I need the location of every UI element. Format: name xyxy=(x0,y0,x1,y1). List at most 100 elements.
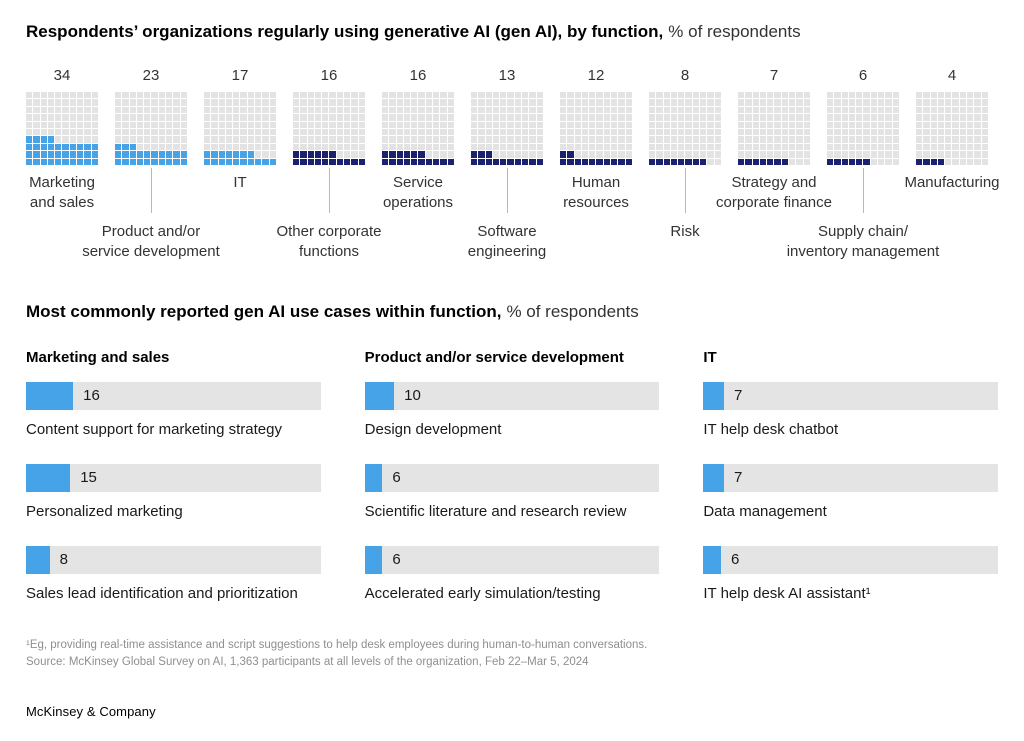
waffle-cell xyxy=(33,99,40,106)
waffle-value-label: 23 xyxy=(142,67,160,85)
waffle-cell xyxy=(514,136,522,143)
waffle-cell xyxy=(336,143,344,151)
waffle-cell xyxy=(180,143,187,151)
waffle-grid xyxy=(827,92,899,165)
waffle-cell xyxy=(158,129,166,136)
waffle-cell xyxy=(262,151,269,158)
waffle-cell xyxy=(492,92,500,99)
waffle-cell xyxy=(240,129,247,136)
waffle-cell xyxy=(358,143,365,151)
waffle-cell xyxy=(649,129,656,136)
waffle-cell xyxy=(870,136,878,143)
waffle-cell xyxy=(536,99,543,106)
waffle-cell xyxy=(767,106,774,114)
waffle-cell xyxy=(574,99,581,106)
waffle-cell xyxy=(581,121,589,129)
waffle-cell xyxy=(863,99,870,106)
waffle-cell xyxy=(774,114,781,121)
waffle-cell xyxy=(841,106,848,114)
waffle-cell xyxy=(211,143,218,151)
waffle-cell xyxy=(892,106,899,114)
waffle-cell xyxy=(447,106,454,114)
bar-fill xyxy=(364,545,383,574)
waffle-cell xyxy=(707,121,714,129)
waffle-cell xyxy=(293,99,300,106)
waffle-cell xyxy=(796,121,803,129)
waffle-value-label: 6 xyxy=(858,67,868,85)
waffle-cell xyxy=(211,121,218,129)
waffle-cell xyxy=(581,106,589,114)
waffle-cell xyxy=(752,143,759,151)
waffle-cell xyxy=(514,143,522,151)
waffle-cell xyxy=(952,99,959,106)
waffle-cell xyxy=(233,136,240,143)
waffle-cell xyxy=(336,129,344,136)
waffle-cell xyxy=(589,106,596,114)
waffle-cell xyxy=(151,106,158,114)
waffle-cell xyxy=(714,121,721,129)
waffle-cell xyxy=(581,129,589,136)
waffle-cell xyxy=(173,121,180,129)
waffle-cell xyxy=(567,99,574,106)
waffle-cell xyxy=(863,143,870,151)
waffle-cell xyxy=(351,92,358,99)
waffle-cell xyxy=(180,121,187,129)
waffle-cell xyxy=(514,121,522,129)
waffle-cell xyxy=(767,121,774,129)
waffle-cell xyxy=(781,92,789,99)
waffle-cell xyxy=(507,151,514,158)
waffle-cell xyxy=(62,106,69,114)
waffle-cell xyxy=(596,99,603,106)
waffle-cell xyxy=(173,136,180,143)
waffle-cell xyxy=(269,92,276,99)
waffle-cell xyxy=(945,106,952,114)
waffle-cell xyxy=(834,143,841,151)
waffle-cell xyxy=(225,158,233,165)
waffle-cell xyxy=(952,151,959,158)
waffle-cell xyxy=(700,106,707,114)
waffle-cell xyxy=(581,143,589,151)
waffle-cell xyxy=(574,158,581,165)
waffle-cell xyxy=(329,92,336,99)
waffle-cell xyxy=(240,158,247,165)
waffle-cell xyxy=(759,158,767,165)
waffle-cell xyxy=(433,121,440,129)
waffle-cell xyxy=(930,114,937,121)
waffle-cell xyxy=(848,143,856,151)
waffle-cell xyxy=(774,143,781,151)
waffle-cell xyxy=(589,129,596,136)
waffle-cell xyxy=(166,129,173,136)
waffle-cell xyxy=(382,92,389,99)
waffle-cell xyxy=(40,92,47,99)
waffle-cell xyxy=(870,114,878,121)
waffle-cell xyxy=(803,129,810,136)
waffle-cell xyxy=(151,92,158,99)
waffle-cell xyxy=(158,114,166,121)
waffle-cell xyxy=(166,114,173,121)
waffle-cell xyxy=(774,99,781,106)
waffle-cell xyxy=(158,136,166,143)
waffle-cell xyxy=(560,143,567,151)
waffle-cell xyxy=(225,92,233,99)
waffle-cell xyxy=(336,92,344,99)
waffle-cell xyxy=(180,151,187,158)
waffle-cell xyxy=(418,92,425,99)
waffle-cell xyxy=(589,99,596,106)
waffle-cell xyxy=(692,143,700,151)
waffle-cell xyxy=(678,143,685,151)
waffle-cell xyxy=(781,151,789,158)
waffle-cell xyxy=(536,158,543,165)
waffle-cell xyxy=(129,143,136,151)
waffle-cell xyxy=(255,143,262,151)
waffle-cell xyxy=(433,151,440,158)
waffle-cell xyxy=(322,92,329,99)
waffle-cell xyxy=(47,92,55,99)
waffle-cell xyxy=(663,151,670,158)
waffle-cell xyxy=(151,151,158,158)
waffle-cell xyxy=(418,106,425,114)
waffle-cell xyxy=(240,92,247,99)
waffle-cell xyxy=(574,151,581,158)
waffle-cell xyxy=(952,158,959,165)
waffle-cell xyxy=(262,99,269,106)
waffle-cell xyxy=(789,106,796,114)
